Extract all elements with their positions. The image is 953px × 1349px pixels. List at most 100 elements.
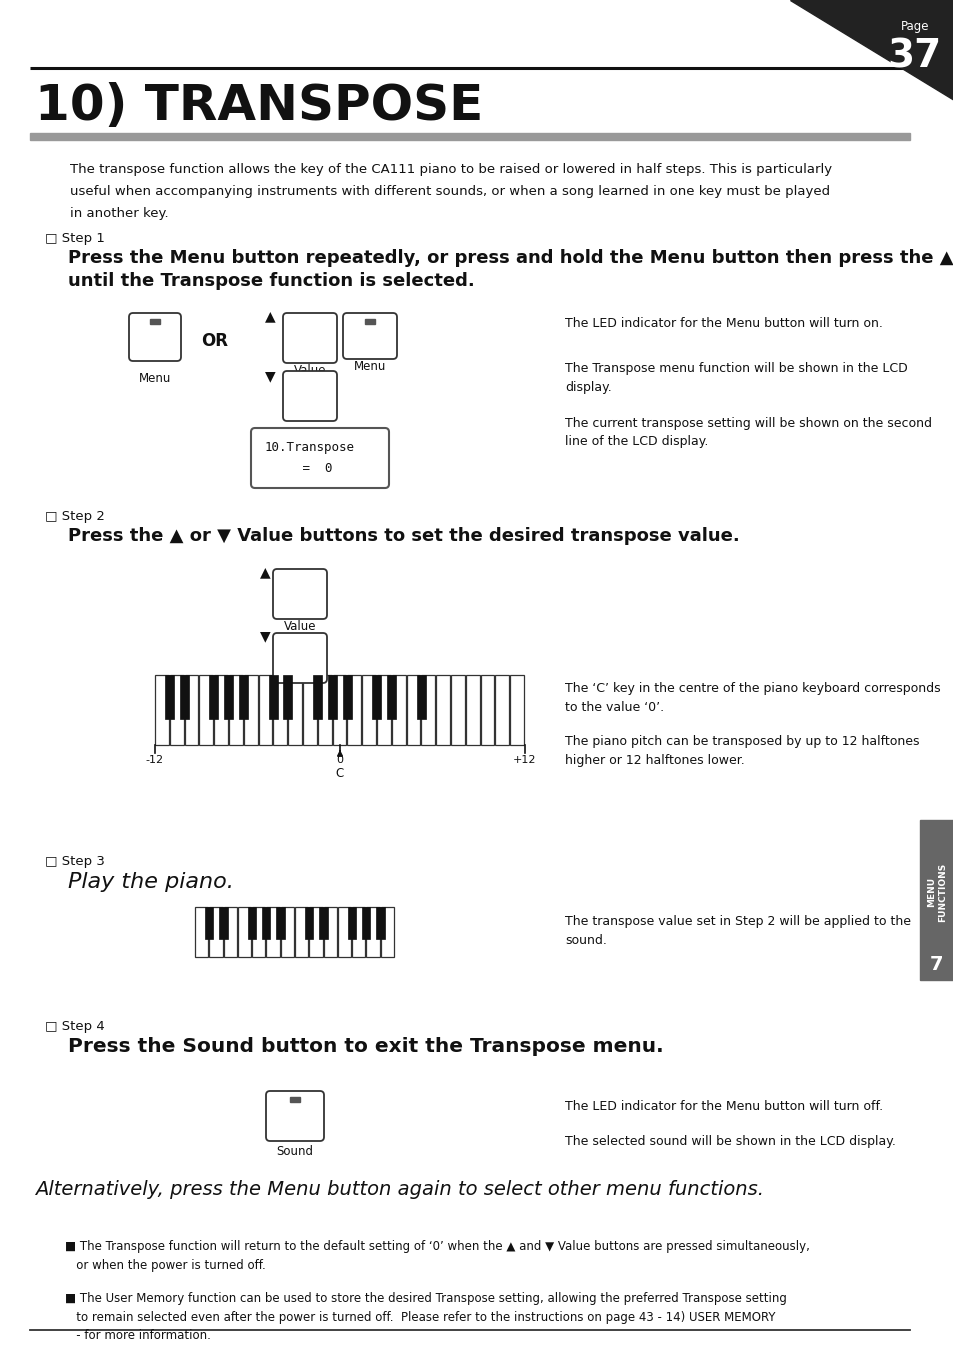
Bar <box>318 907 327 939</box>
Bar <box>205 907 213 939</box>
Bar <box>352 907 365 956</box>
FancyBboxPatch shape <box>273 569 327 619</box>
FancyBboxPatch shape <box>273 633 327 683</box>
Text: The ‘C’ key in the centre of the piano keyboard corresponds
to the value ‘0’.: The ‘C’ key in the centre of the piano k… <box>564 683 940 714</box>
Bar <box>294 907 308 956</box>
Bar <box>290 1097 299 1102</box>
Bar <box>406 674 420 745</box>
Bar <box>387 674 395 719</box>
Text: =  0: = 0 <box>265 461 333 475</box>
Text: Press the Sound button to exit the Transpose menu.: Press the Sound button to exit the Trans… <box>68 1037 663 1056</box>
Bar <box>337 907 351 956</box>
Text: C: C <box>335 768 344 780</box>
Bar <box>283 674 292 719</box>
Bar <box>372 674 381 719</box>
Bar <box>361 907 370 939</box>
Bar <box>333 674 346 745</box>
Bar <box>366 907 379 956</box>
Text: Play the piano.: Play the piano. <box>68 871 233 892</box>
Bar <box>342 674 351 719</box>
Bar <box>266 907 279 956</box>
Bar <box>380 907 394 956</box>
Bar <box>304 907 313 939</box>
Text: ▼: ▼ <box>259 629 270 643</box>
Text: +12: +12 <box>513 755 537 765</box>
Bar <box>280 907 294 956</box>
Text: Press the ▲ or ▼ Value buttons to set the desired transpose value.: Press the ▲ or ▼ Value buttons to set th… <box>68 527 739 545</box>
Bar <box>224 674 233 719</box>
Text: 10.Transpose: 10.Transpose <box>265 441 355 455</box>
Bar <box>261 907 270 939</box>
Bar <box>919 820 953 979</box>
Bar <box>303 674 316 745</box>
Bar <box>199 674 213 745</box>
Bar <box>239 674 248 719</box>
Bar <box>347 674 361 745</box>
Text: □ Step 2: □ Step 2 <box>45 510 105 523</box>
Text: The Transpose menu function will be shown in the LCD
display.: The Transpose menu function will be show… <box>564 362 907 394</box>
Bar <box>392 674 405 745</box>
Bar <box>30 134 909 140</box>
Bar <box>436 674 450 745</box>
Bar <box>375 907 384 939</box>
Bar <box>214 674 228 745</box>
Bar <box>165 674 173 719</box>
Text: Value: Value <box>283 621 315 633</box>
Bar <box>465 674 479 745</box>
Bar <box>170 674 183 745</box>
Bar <box>154 674 169 745</box>
Text: Press the Menu button repeatedly, or press and hold the Menu button then press t: Press the Menu button repeatedly, or pre… <box>68 250 953 290</box>
Text: □ Step 4: □ Step 4 <box>45 1020 105 1033</box>
Bar <box>244 674 257 745</box>
FancyBboxPatch shape <box>129 313 181 362</box>
Text: Value: Value <box>294 364 326 376</box>
Text: 37: 37 <box>887 38 942 76</box>
Text: Menu: Menu <box>139 372 171 384</box>
Bar <box>347 907 355 939</box>
Text: □ Step 1: □ Step 1 <box>45 232 105 246</box>
Bar <box>210 674 218 719</box>
Text: ▼: ▼ <box>264 370 275 383</box>
Bar <box>421 674 435 745</box>
Bar <box>180 674 189 719</box>
Text: OR: OR <box>201 332 229 349</box>
Text: ■ The Transpose function will return to the default setting of ‘0’ when the ▲ an: ■ The Transpose function will return to … <box>65 1240 809 1272</box>
Bar <box>376 674 391 745</box>
Text: 7: 7 <box>929 955 943 974</box>
FancyBboxPatch shape <box>283 313 336 363</box>
Text: The LED indicator for the Menu button will turn on.: The LED indicator for the Menu button wi… <box>564 317 882 331</box>
Bar <box>269 674 277 719</box>
Bar <box>451 674 464 745</box>
Bar <box>209 907 222 956</box>
Text: Alternatively, press the Menu button again to select other menu functions.: Alternatively, press the Menu button aga… <box>35 1180 763 1199</box>
Bar <box>275 907 284 939</box>
Bar <box>309 907 322 956</box>
Text: Page: Page <box>900 20 928 32</box>
Bar <box>328 674 336 719</box>
Bar <box>365 318 375 324</box>
Text: MENU
FUNCTIONS: MENU FUNCTIONS <box>926 862 945 921</box>
Bar <box>495 674 509 745</box>
Text: The selected sound will be shown in the LCD display.: The selected sound will be shown in the … <box>564 1135 895 1148</box>
Text: 10) TRANSPOSE: 10) TRANSPOSE <box>35 82 483 130</box>
Text: The transpose function allows the key of the CA111 piano to be raised or lowered: The transpose function allows the key of… <box>70 163 831 220</box>
Bar <box>229 674 243 745</box>
Text: Sound: Sound <box>276 1145 314 1157</box>
Bar <box>416 674 425 719</box>
Bar <box>323 907 336 956</box>
Text: ▲: ▲ <box>259 565 270 579</box>
Text: □ Step 3: □ Step 3 <box>45 855 105 867</box>
Bar <box>258 674 273 745</box>
Text: The current transpose setting will be shown on the second
line of the LCD displa: The current transpose setting will be sh… <box>564 417 931 448</box>
Text: 0: 0 <box>336 755 343 765</box>
Bar <box>362 674 375 745</box>
Bar <box>317 674 332 745</box>
Polygon shape <box>789 0 953 100</box>
FancyBboxPatch shape <box>283 371 336 421</box>
Bar <box>274 674 287 745</box>
Bar <box>219 907 228 939</box>
Bar <box>480 674 494 745</box>
Text: -12: -12 <box>146 755 164 765</box>
Bar <box>223 907 236 956</box>
Text: ▲: ▲ <box>264 309 275 322</box>
